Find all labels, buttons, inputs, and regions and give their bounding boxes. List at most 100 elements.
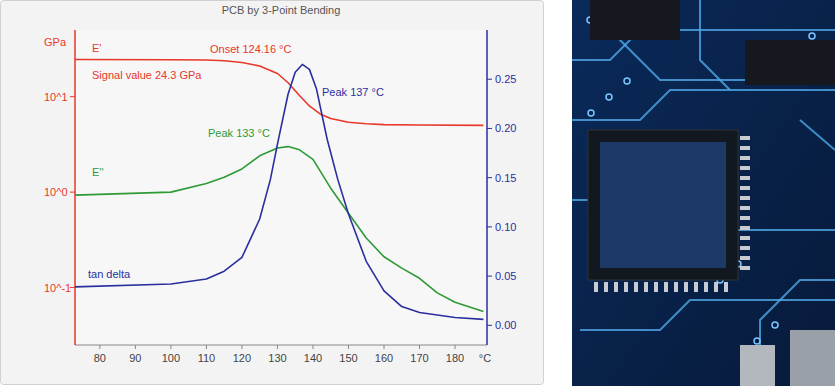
- pin: [644, 282, 648, 292]
- y2-axis: [486, 30, 488, 345]
- series-label: tan delta: [88, 268, 131, 280]
- pin: [614, 282, 618, 292]
- y2-tick-label: 0.15: [495, 172, 516, 184]
- y2-tick: [487, 226, 492, 227]
- x-tick: [455, 345, 456, 349]
- x-tick: [99, 345, 100, 349]
- pin: [604, 282, 608, 292]
- x-axis: [75, 345, 487, 346]
- title: PCB by 3-Point Bending: [222, 4, 341, 16]
- pin: [714, 282, 718, 292]
- pin: [654, 282, 658, 292]
- pin: [694, 282, 698, 292]
- pin: [740, 156, 750, 160]
- pin: [740, 266, 750, 270]
- y2-tick: [487, 79, 492, 80]
- trace: [572, 90, 835, 120]
- x-tick: [348, 345, 349, 349]
- pin: [664, 282, 668, 292]
- pin: [740, 166, 750, 170]
- via: [624, 78, 630, 84]
- x-tick: [384, 345, 385, 349]
- circuit-photo: [572, 0, 835, 386]
- trace: [580, 300, 835, 330]
- x-tick: [312, 345, 313, 349]
- series-line: [75, 60, 483, 126]
- y-tick-label: 10^1: [44, 91, 68, 103]
- y2-tick-label: 0.00: [495, 319, 516, 331]
- y2-tick: [487, 325, 492, 326]
- y-axis-label: GPa: [44, 36, 67, 48]
- x-tick-label: 110: [198, 352, 216, 364]
- pin: [740, 146, 750, 150]
- board: [572, 0, 835, 386]
- annotation: Onset 124.16 °C: [210, 43, 292, 55]
- pin: [674, 282, 678, 292]
- pin: [740, 226, 750, 230]
- trace: [800, 120, 835, 150]
- annotation: Peak 133 °C: [208, 127, 270, 139]
- y2-tick: [487, 128, 492, 129]
- x-tick-label: 80: [94, 352, 106, 364]
- capacitor: [740, 345, 775, 386]
- annotation: Peak 137 °C: [322, 86, 384, 98]
- plot-group: [75, 60, 483, 320]
- y2-tick-label: 0.20: [495, 122, 516, 134]
- via: [754, 338, 760, 344]
- y-tick-label: 10^0: [44, 186, 68, 198]
- pin: [740, 136, 750, 140]
- pin: [634, 282, 638, 292]
- chip: [745, 40, 835, 85]
- series-label: E'': [92, 166, 104, 178]
- trace: [700, 0, 730, 90]
- pin: [740, 196, 750, 200]
- pin: [724, 282, 728, 292]
- x-tick: [206, 345, 207, 349]
- y-tick-label: 10^-1: [44, 282, 71, 294]
- annotation: Signal value 24.3 GPa: [92, 69, 202, 81]
- pin: [740, 236, 750, 240]
- pin: [740, 206, 750, 210]
- plot-area: [75, 30, 487, 345]
- y-tick: [70, 192, 75, 193]
- x-tick: [170, 345, 171, 349]
- y-axis: [74, 30, 76, 345]
- chip: [588, 130, 738, 280]
- via: [772, 322, 778, 328]
- pin: [740, 246, 750, 250]
- x-tick-label: 90: [129, 352, 141, 364]
- pin: [684, 282, 688, 292]
- series-label: E': [92, 42, 101, 54]
- via: [588, 110, 594, 116]
- via: [606, 94, 612, 100]
- y2-tick-label: 0.05: [495, 270, 516, 282]
- y2-tick-label: 0.10: [495, 221, 516, 233]
- x-tick: [277, 345, 278, 349]
- x-axis-label: °C: [479, 352, 491, 364]
- x-tick-label: 140: [304, 352, 322, 364]
- x-tick-label: 160: [375, 352, 393, 364]
- pin: [740, 176, 750, 180]
- x-tick-label: 150: [339, 352, 357, 364]
- x-tick: [419, 345, 420, 349]
- pin: [624, 282, 628, 292]
- y2-tick: [487, 177, 492, 178]
- x-tick-label: 180: [446, 352, 464, 364]
- pin: [740, 216, 750, 220]
- y2-tick: [487, 276, 492, 277]
- x-tick: [241, 345, 242, 349]
- series-line: [75, 147, 483, 312]
- pin: [704, 282, 708, 292]
- pin: [740, 256, 750, 260]
- chart-panel: [1, 1, 544, 385]
- x-tick-label: 170: [410, 352, 428, 364]
- x-tick: [135, 345, 136, 349]
- series-line: [75, 64, 483, 319]
- pin: [740, 186, 750, 190]
- figure: PCB by 3-Point Bending809010011012013014…: [0, 0, 835, 386]
- x-tick-label: 100: [162, 352, 180, 364]
- y-tick: [70, 96, 75, 97]
- chip: [590, 0, 680, 40]
- capacitor: [790, 330, 835, 386]
- x-tick-label: 130: [268, 352, 286, 364]
